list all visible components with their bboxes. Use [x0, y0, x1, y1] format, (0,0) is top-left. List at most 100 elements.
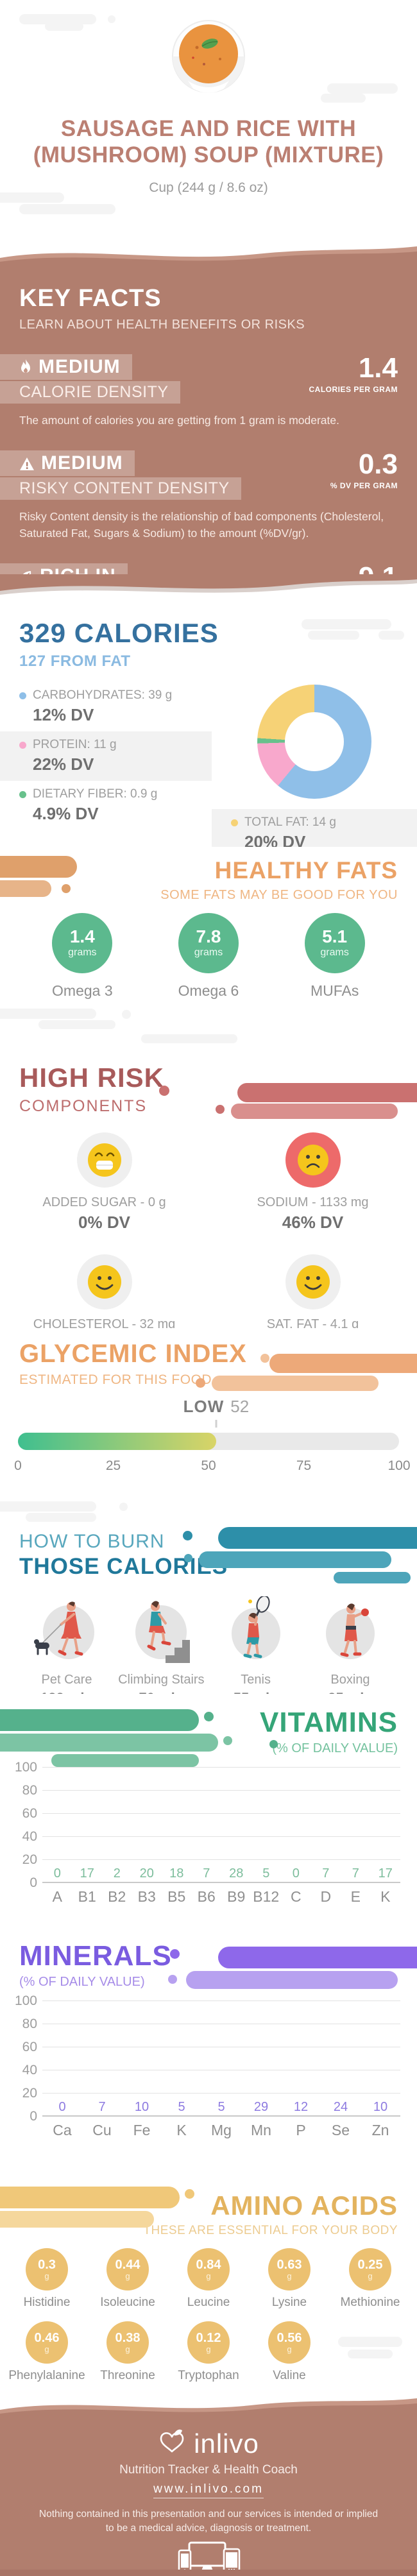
activity-pet-care: Pet Care 132 min: [22, 1596, 112, 1694]
legend-dv: 12% DV: [33, 705, 94, 724]
legend-item-protein: PROTEIN: 11 g 22% DV: [0, 731, 212, 781]
legend-item-dietary-fiber: DIETARY FIBER: 0.9 g 4.9% DV: [0, 781, 212, 830]
decorative-blob: [223, 1736, 232, 1745]
gridline: [42, 1836, 400, 1837]
risk-label: CHOLESTEROL - 32 mg: [33, 1317, 176, 1328]
decorative-blob: [185, 2189, 194, 2199]
gridline: [42, 1882, 400, 1883]
x-axis-label: Ca: [53, 2122, 72, 2138]
disclaimer-text: Nothing contained in this presentation a…: [38, 2509, 379, 2534]
gold-blob: 0.38 g: [103, 2317, 154, 2365]
fact-value: 1.4: [358, 352, 398, 384]
decorative-blob-cell: [330, 2321, 411, 2383]
gold-blob: 0.3 g: [22, 2244, 73, 2292]
amino-label: Leucine: [187, 2296, 230, 2309]
y-axis: 0 20 40 60 80 100: [9, 1760, 42, 1890]
legend-dv: 4.9% DV: [33, 804, 99, 823]
amino-acid-tryptophan: 0.12 g Tryptophan: [168, 2317, 249, 2383]
flame-icon: [19, 356, 38, 377]
x-axis-label: Zn: [371, 2122, 389, 2138]
decorative-blob: [196, 1378, 205, 1388]
y-axis-tick: 40: [22, 1829, 37, 1844]
plot-area: 0 17 2 20 18 7 28 5 0 7 7 17: [42, 1767, 401, 1883]
decorative-blob: [170, 1949, 180, 1959]
decorative-blob: [327, 83, 398, 94]
walking-dog-icon: [31, 1601, 102, 1666]
vitamins-title: VITAMINS: [260, 1707, 398, 1738]
x-axis-label: B5: [167, 1888, 186, 1905]
calories-from-fat: 127 FROM FAT: [19, 653, 131, 670]
x-axis-label: B3: [137, 1888, 156, 1905]
high-risk-title: HIGH RISK: [19, 1062, 165, 1093]
decorative-blob: [216, 1105, 225, 1114]
amino-unit: g: [368, 2271, 373, 2281]
smiling-face-icon: [285, 1254, 341, 1309]
fat-label: Omega 3: [52, 982, 113, 999]
legend-label: PROTEIN: 11 g: [33, 738, 117, 751]
amino-label: Lysine: [271, 2296, 307, 2309]
x-axis-label: Se: [331, 2122, 350, 2138]
activity-climbing-stairs: Climbing Stairs 70 min: [116, 1596, 206, 1694]
glycemic-reading: LOW 52: [183, 1397, 250, 1417]
legend-dv: 22% DV: [33, 755, 94, 774]
healthy-fat-mufas: 5.1 grams MUFAs: [287, 910, 383, 1000]
decorative-blob: [51, 1754, 199, 1767]
fact-value: 0.3: [358, 448, 398, 481]
key-facts-title: KEY FACTS: [19, 285, 162, 312]
fact-unit: CALORIES PER GRAM: [309, 385, 398, 394]
decorative-blob: [0, 192, 64, 203]
bar-Mn: 29: [241, 2100, 281, 2117]
amino-value: 0.25: [357, 2257, 383, 2272]
risk-dv: 46% DV: [282, 1213, 344, 1232]
amino-acid-valine: 0.56 g Valine: [249, 2317, 330, 2383]
fact-description: Risky Content density is the relationshi…: [19, 510, 384, 540]
key-facts-subtitle: LEARN ABOUT HEALTH BENEFITS OR RISKS: [19, 318, 305, 332]
y-axis-tick: 80: [22, 2017, 37, 2031]
vitamins-bar-chart: 0 20 40 60 80 100 0 17 2 20 18 7 28 5 0 7 7 17 A B1 B2 B3 B5…: [9, 1760, 401, 1906]
amino-value: 0.46: [34, 2330, 60, 2345]
decorative-blob: [0, 1709, 199, 1731]
decorative-blob: [0, 1734, 218, 1752]
y-axis-tick: 100: [14, 1993, 37, 2008]
decorative-blob: [269, 1740, 278, 1748]
green-blob: 5.1 grams: [299, 910, 373, 973]
bar-value-label: 17: [378, 1866, 393, 1881]
amino-value: 0.63: [277, 2257, 302, 2272]
fat-value: 1.4: [69, 926, 95, 946]
website-link[interactable]: www.inlivo.com: [153, 2482, 264, 2498]
decorative-blob: [119, 1503, 128, 1511]
gridline: [42, 1790, 400, 1791]
decorative-blob: [19, 204, 115, 214]
fact-level: MEDIUM: [38, 356, 121, 377]
x-axis-label: A: [52, 1888, 62, 1905]
legend-item-total-fat: TOTAL FAT: 14 g 20% DV: [212, 809, 417, 847]
gridline: [42, 1767, 400, 1768]
glycemic-value: 52: [230, 1397, 250, 1416]
y-axis-tick: 60: [22, 1806, 37, 1821]
decorative-blob: [108, 15, 115, 23]
amino-unit: g: [287, 2271, 292, 2281]
bar-value-label: 20: [139, 1866, 154, 1881]
activity-minutes: 55 min: [211, 1690, 301, 1694]
fat-unit: grams: [68, 947, 97, 958]
risk-item-added-sugar: ADDED SUGAR - 0 g 0% DV: [0, 1132, 208, 1233]
section-wave-divider: [0, 2393, 417, 2419]
activity-minutes: 132 min: [22, 1690, 112, 1694]
leaf-icon: [19, 565, 40, 574]
gold-blob: 0.12 g: [183, 2317, 235, 2365]
x-axis-label: K: [380, 1888, 391, 1905]
activity-label: Boxing: [330, 1673, 370, 1687]
bar-value-label: 29: [253, 2100, 269, 2114]
amino-acid-threonine: 0.38 g Threonine: [87, 2317, 168, 2383]
decorative-blob: [204, 1712, 214, 1721]
calories-section: 329 CALORIES 127 FROM FAT CARBOHYDRATES:…: [0, 600, 417, 847]
bar-K: 17: [371, 1866, 401, 1883]
legend-item-carbohydrates: CARBOHYDRATES: 39 g 12% DV: [0, 682, 212, 731]
minerals-subtitle: (% OF DAILY VALUE): [19, 1975, 145, 1989]
fact-calorie-density: MEDIUM CALORIE DENSITY 1.4 CALORIES PER …: [0, 354, 417, 429]
fact-risky-content-density: MEDIUM RISKY CONTENT DENSITY 0.3 % DV PE…: [0, 450, 417, 542]
amino-unit: g: [125, 2271, 130, 2281]
fat-label: MUFAs: [310, 982, 359, 999]
gold-blob: 0.63 g: [264, 2244, 316, 2292]
fact-name: RISKY CONTENT DENSITY: [0, 477, 241, 500]
